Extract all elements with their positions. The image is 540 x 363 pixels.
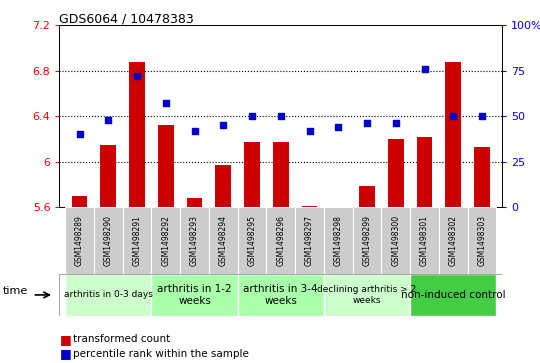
Bar xyxy=(151,274,238,316)
Text: GSM1498294: GSM1498294 xyxy=(219,215,228,266)
Point xyxy=(161,101,170,106)
Point xyxy=(104,117,113,123)
Point xyxy=(190,128,199,134)
Text: time: time xyxy=(3,286,28,296)
Text: GSM1498295: GSM1498295 xyxy=(247,215,256,266)
Bar xyxy=(330,207,346,213)
Bar xyxy=(187,198,202,207)
Text: declining arthritis > 2
weeks: declining arthritis > 2 weeks xyxy=(318,285,417,305)
Bar xyxy=(359,187,375,207)
Text: ■: ■ xyxy=(59,333,71,346)
Bar xyxy=(65,207,94,274)
Bar xyxy=(273,142,289,207)
Bar xyxy=(381,207,410,274)
Bar xyxy=(59,274,502,316)
Text: arthritis in 3-4
weeks: arthritis in 3-4 weeks xyxy=(244,284,318,306)
Text: GSM1498293: GSM1498293 xyxy=(190,215,199,266)
Bar xyxy=(209,207,238,274)
Point xyxy=(449,113,457,119)
Bar xyxy=(100,144,116,207)
Bar xyxy=(158,125,174,207)
Text: GSM1498303: GSM1498303 xyxy=(477,215,487,266)
Text: GSM1498299: GSM1498299 xyxy=(362,215,372,266)
Bar xyxy=(215,165,231,207)
Bar xyxy=(410,207,439,274)
Bar xyxy=(151,207,180,274)
Bar xyxy=(324,274,410,316)
Text: GSM1498302: GSM1498302 xyxy=(449,215,458,266)
Bar xyxy=(244,142,260,207)
Text: GSM1498296: GSM1498296 xyxy=(276,215,285,266)
Bar xyxy=(129,62,145,207)
Bar xyxy=(65,274,151,316)
Text: GSM1498300: GSM1498300 xyxy=(392,215,400,266)
Bar xyxy=(180,207,209,274)
Point xyxy=(276,113,285,119)
Point xyxy=(219,122,228,128)
Text: GSM1498298: GSM1498298 xyxy=(334,215,343,266)
Bar xyxy=(417,136,433,207)
Text: GSM1498301: GSM1498301 xyxy=(420,215,429,266)
Bar xyxy=(410,274,496,316)
Bar xyxy=(302,206,318,207)
Bar xyxy=(388,139,404,207)
Point xyxy=(75,131,84,137)
Bar xyxy=(474,147,490,207)
Point xyxy=(334,124,342,130)
Point xyxy=(478,113,487,119)
Bar xyxy=(238,274,324,316)
Bar xyxy=(72,196,87,207)
Point xyxy=(363,121,372,126)
Point xyxy=(248,113,256,119)
Bar xyxy=(353,207,381,274)
Text: GDS6064 / 10478383: GDS6064 / 10478383 xyxy=(59,13,194,26)
Bar xyxy=(123,207,151,274)
Bar xyxy=(266,207,295,274)
Text: arthritis in 0-3 days: arthritis in 0-3 days xyxy=(64,290,153,299)
Text: GSM1498297: GSM1498297 xyxy=(305,215,314,266)
Text: GSM1498291: GSM1498291 xyxy=(132,215,141,266)
Point xyxy=(133,73,141,79)
Bar xyxy=(324,207,353,274)
Text: percentile rank within the sample: percentile rank within the sample xyxy=(73,349,249,359)
Text: non-induced control: non-induced control xyxy=(401,290,505,300)
Bar xyxy=(446,62,461,207)
Text: GSM1498292: GSM1498292 xyxy=(161,215,170,266)
Point xyxy=(305,128,314,134)
Text: ■: ■ xyxy=(59,347,71,360)
Bar xyxy=(295,207,324,274)
Text: arthritis in 1-2
weeks: arthritis in 1-2 weeks xyxy=(157,284,232,306)
Bar xyxy=(468,207,496,274)
Text: GSM1498290: GSM1498290 xyxy=(104,215,113,266)
Point xyxy=(420,66,429,72)
Point xyxy=(392,121,400,126)
Text: transformed count: transformed count xyxy=(73,334,170,344)
Text: GSM1498289: GSM1498289 xyxy=(75,215,84,266)
Bar xyxy=(238,207,266,274)
Bar xyxy=(94,207,123,274)
Bar xyxy=(439,207,468,274)
